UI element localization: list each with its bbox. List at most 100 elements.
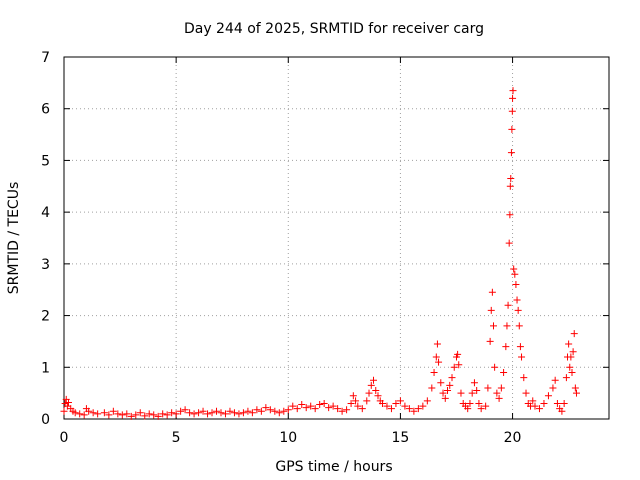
- data-point: [475, 399, 483, 407]
- data-point: [522, 389, 530, 397]
- data-point: [338, 407, 346, 415]
- data-point: [401, 402, 409, 410]
- y-tick-label: 0: [41, 412, 50, 428]
- data-point: [172, 410, 180, 418]
- data-point: [235, 410, 243, 418]
- data-point: [516, 343, 524, 351]
- data-point: [446, 381, 454, 389]
- data-point: [248, 409, 256, 417]
- data-point: [468, 389, 476, 397]
- data-point: [560, 399, 568, 407]
- data-point: [334, 405, 342, 413]
- data-point: [136, 409, 144, 417]
- data-point: [289, 402, 297, 410]
- data-point: [325, 404, 333, 412]
- data-point: [343, 406, 351, 414]
- data-point: [489, 322, 497, 330]
- data-point: [455, 361, 463, 369]
- data-point: [329, 402, 337, 410]
- data-point: [437, 379, 445, 387]
- data-point: [226, 407, 234, 415]
- data-point: [141, 412, 149, 420]
- data-point: [181, 406, 189, 414]
- data-point: [163, 411, 171, 419]
- data-point: [127, 412, 135, 420]
- data-point: [419, 402, 427, 410]
- data-point: [444, 387, 452, 395]
- data-point: [511, 270, 519, 278]
- y-tick-label: 1: [41, 360, 50, 376]
- x-tick-label: 5: [172, 430, 181, 446]
- data-point: [316, 401, 324, 409]
- data-point: [491, 363, 499, 371]
- y-tick-label: 3: [41, 257, 50, 273]
- y-axis-label: SRMTID / TECUs: [6, 182, 22, 295]
- data-point: [105, 411, 113, 419]
- x-tick-label: 20: [504, 430, 522, 446]
- data-point: [378, 399, 386, 407]
- data-point: [508, 107, 516, 115]
- x-tick-label: 15: [392, 430, 410, 446]
- data-point: [271, 407, 279, 415]
- data-point: [159, 410, 167, 418]
- gridlines: [64, 57, 609, 419]
- data-point: [123, 410, 131, 418]
- data-point: [168, 409, 176, 417]
- data-point: [503, 322, 511, 330]
- data-point: [94, 410, 102, 418]
- data-point: [370, 376, 378, 384]
- data-point: [374, 392, 382, 400]
- data-point: [484, 384, 492, 392]
- data-points: [60, 87, 580, 420]
- data-point: [569, 348, 577, 356]
- data-point: [486, 337, 494, 345]
- data-point: [529, 397, 537, 405]
- data-point: [495, 394, 503, 402]
- data-point: [298, 401, 306, 409]
- data-point: [320, 399, 328, 407]
- data-point: [352, 397, 360, 405]
- plot-frame: [63, 56, 610, 420]
- data-point: [213, 407, 221, 415]
- x-axis: 0 5 10 15 20: [60, 57, 522, 446]
- data-point: [493, 389, 501, 397]
- data-point: [549, 384, 557, 392]
- data-point: [208, 409, 216, 417]
- y-tick-label: 6: [41, 102, 50, 118]
- x-axis-label: GPS time / hours: [275, 459, 392, 475]
- data-point: [544, 392, 552, 400]
- data-point: [553, 399, 561, 407]
- data-point: [414, 405, 422, 413]
- data-point: [502, 343, 510, 351]
- data-point: [540, 399, 548, 407]
- data-point: [520, 374, 528, 382]
- data-point: [515, 322, 523, 330]
- data-point: [204, 410, 212, 418]
- data-point: [349, 392, 357, 400]
- data-point: [505, 239, 513, 247]
- data-point: [244, 407, 252, 415]
- data-point: [477, 405, 485, 413]
- data-point: [284, 406, 292, 414]
- data-point: [466, 399, 474, 407]
- data-point: [470, 379, 478, 387]
- data-point: [410, 407, 418, 415]
- data-point: [457, 389, 465, 397]
- data-point: [230, 409, 238, 417]
- data-point: [114, 410, 122, 418]
- data-point: [571, 384, 579, 392]
- data-point: [217, 409, 225, 417]
- data-point: [507, 175, 515, 183]
- data-point: [132, 411, 140, 419]
- data-point: [253, 406, 261, 414]
- data-point: [500, 368, 508, 376]
- data-point: [64, 398, 72, 406]
- data-point: [558, 407, 566, 415]
- data-point: [497, 384, 505, 392]
- data-point: [432, 353, 440, 361]
- data-point: [510, 265, 518, 273]
- data-point: [71, 409, 79, 417]
- data-point: [347, 399, 355, 407]
